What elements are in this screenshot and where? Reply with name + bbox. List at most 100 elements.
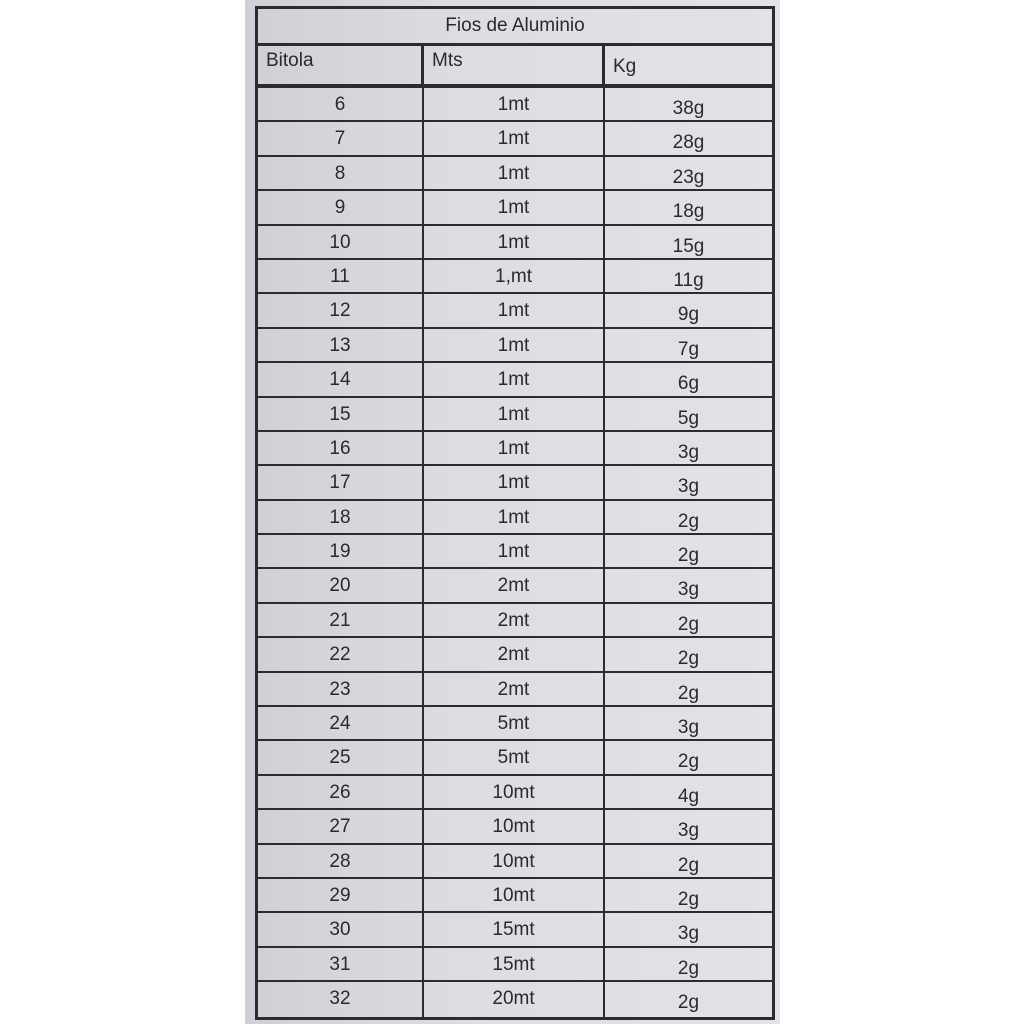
cell-kg: 6g xyxy=(677,373,700,395)
cell-kg: 3g xyxy=(677,476,700,498)
table-row: 7 1mt 28g xyxy=(258,122,772,157)
cell-kg: 15g xyxy=(672,235,705,257)
cell-bitola: 32 xyxy=(258,982,424,1017)
cell-kg: 2g xyxy=(677,648,700,670)
cell-kg: 9g xyxy=(677,304,700,326)
cell-mts: 1mt xyxy=(424,397,605,430)
table-row: 31 15mt 2g xyxy=(258,947,772,983)
table-row: 14 1mt 6g xyxy=(258,363,772,398)
cell-mts: 10mt xyxy=(424,878,605,912)
cell-mts: 1mt xyxy=(424,328,605,362)
cell-kg: 28g xyxy=(672,132,705,154)
table-row: 24 5mt 3g xyxy=(258,707,772,742)
cell-bitola: 28 xyxy=(258,844,424,877)
cell-mts: 2mt xyxy=(424,638,605,671)
table-row: 9 1mt 18g xyxy=(258,191,772,226)
table-title: Fios de Aluminio xyxy=(258,9,772,46)
table-row: 8 1mt 23g xyxy=(258,156,772,192)
cell-kg: 2g xyxy=(677,682,700,704)
cell-kg: 3g xyxy=(677,923,700,945)
table-row: 18 1mt 2g xyxy=(258,500,772,536)
cell-kg: 23g xyxy=(672,166,705,188)
cell-kg: 4g xyxy=(677,785,700,807)
cell-bitola: 20 xyxy=(258,569,424,602)
cell-mts: 10mt xyxy=(424,844,605,877)
cell-bitola: 30 xyxy=(258,913,424,946)
table-body: 6 1mt 38g 7 1mt 28g 8 1mt 23g 9 1mt 18g 10 1mt 15g 11 1,… xyxy=(258,88,772,1017)
cell-mts: 1mt xyxy=(424,156,605,190)
cell-bitola: 14 xyxy=(258,363,424,396)
table-row: 21 2mt 2g xyxy=(258,603,772,639)
cell-bitola: 11 xyxy=(258,259,424,293)
table-row: 6 1mt 38g xyxy=(258,88,772,123)
cell-mts: 2mt xyxy=(424,569,605,602)
table-row: 25 5mt 2g xyxy=(258,741,772,776)
table-row: 29 10mt 2g xyxy=(258,878,772,914)
cell-bitola: 23 xyxy=(258,672,424,706)
table-row: 13 1mt 7g xyxy=(258,328,772,364)
table-row: 16 1mt 3g xyxy=(258,431,772,467)
cell-kg: 38g xyxy=(672,98,705,119)
cell-mts: 1mt xyxy=(424,294,605,327)
cell-bitola: 22 xyxy=(258,638,424,671)
cell-kg: 18g xyxy=(672,201,705,223)
cell-kg: 5g xyxy=(677,407,700,429)
cell-kg: 2g xyxy=(677,510,700,532)
cell-kg: 3g xyxy=(677,441,700,463)
cell-mts: 1mt xyxy=(424,535,605,568)
cell-bitola: 26 xyxy=(258,775,424,809)
table-row: 19 1mt 2g xyxy=(258,535,772,570)
table-row: 26 10mt 4g xyxy=(258,775,772,811)
table-row: 32 20mt 2g xyxy=(258,982,772,1017)
cell-kg: 2g xyxy=(677,957,700,979)
table-row: 15 1mt 5g xyxy=(258,397,772,432)
header-row: Bitola Mts Kg xyxy=(258,46,772,88)
table-row: 12 1mt 9g xyxy=(258,294,772,329)
header-kg: Kg xyxy=(613,56,637,77)
table-row: 17 1mt 3g xyxy=(258,466,772,501)
cell-bitola: 19 xyxy=(258,535,424,568)
cell-kg: 2g xyxy=(677,888,700,910)
cell-mts: 5mt xyxy=(424,741,605,774)
table-row: 22 2mt 2g xyxy=(258,638,772,673)
table-row: 28 10mt 2g xyxy=(258,844,772,879)
header-mts: Mts xyxy=(424,46,605,84)
cell-mts: 15mt xyxy=(424,913,605,946)
header-bitola: Bitola xyxy=(258,46,424,84)
cell-bitola: 7 xyxy=(258,122,424,155)
table-row: 20 2mt 3g xyxy=(258,569,772,604)
cell-kg: 2g xyxy=(677,613,700,635)
cell-bitola: 31 xyxy=(258,947,424,981)
cell-bitola: 17 xyxy=(258,466,424,499)
cell-kg: 2g xyxy=(677,992,700,1014)
aluminum-wire-table: Fios de Aluminio Bitola Mts Kg 6 1mt 38g 7 1… xyxy=(255,6,775,1020)
cell-mts: 1mt xyxy=(424,363,605,396)
cell-bitola: 27 xyxy=(258,810,424,843)
cell-bitola: 15 xyxy=(258,397,424,430)
cell-bitola: 25 xyxy=(258,741,424,774)
cell-mts: 1mt xyxy=(424,88,605,121)
cell-mts: 1mt xyxy=(424,191,605,224)
cell-bitola: 24 xyxy=(258,707,424,740)
cell-bitola: 9 xyxy=(258,191,424,224)
cell-mts: 10mt xyxy=(424,810,605,843)
table-row: 11 1,mt 11g xyxy=(258,259,772,295)
cell-mts: 2mt xyxy=(424,672,605,706)
table-row: 27 10mt 3g xyxy=(258,810,772,845)
table-row: 10 1mt 15g xyxy=(258,225,772,260)
cell-bitola: 8 xyxy=(258,156,424,190)
cell-mts: 2mt xyxy=(424,603,605,637)
cell-mts: 1mt xyxy=(424,122,605,155)
cell-mts: 1mt xyxy=(424,225,605,258)
cell-bitola: 21 xyxy=(258,603,424,637)
cell-bitola: 6 xyxy=(258,88,424,121)
cell-bitola: 10 xyxy=(258,225,424,258)
cell-kg: 7g xyxy=(677,338,700,360)
cell-kg: 2g xyxy=(677,545,700,567)
cell-mts: 15mt xyxy=(424,947,605,981)
cell-kg: 3g xyxy=(677,820,700,842)
cell-mts: 1mt xyxy=(424,431,605,465)
cell-mts: 1mt xyxy=(424,500,605,534)
cell-mts: 10mt xyxy=(424,775,605,809)
cell-mts: 1,mt xyxy=(424,259,605,293)
